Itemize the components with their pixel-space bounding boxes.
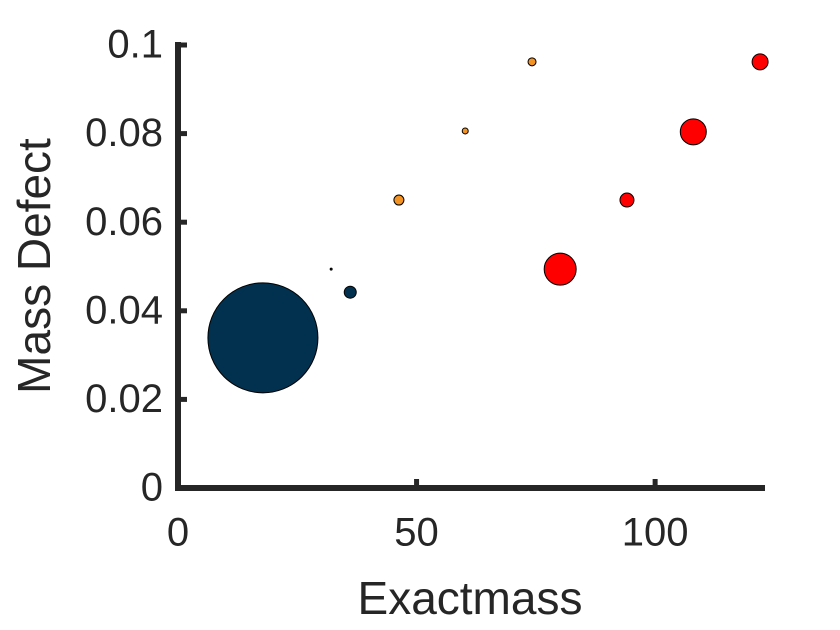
bubble [527, 57, 537, 67]
bubble [207, 282, 319, 394]
y-tick-label: 0.04 [85, 288, 163, 332]
bubble [393, 194, 405, 206]
bubble [343, 285, 357, 299]
bubble [329, 267, 333, 271]
bubble [751, 53, 769, 71]
x-tick-label: 100 [622, 511, 689, 555]
x-tick-label: 0 [167, 511, 189, 555]
y-tick-label: 0.1 [107, 23, 163, 67]
bubble [543, 252, 577, 286]
y-tick-label: 0 [141, 466, 163, 510]
bubble [619, 192, 635, 208]
x-axis-label: Exactmass [358, 572, 583, 624]
y-axis-label: Mass Defect [8, 138, 60, 394]
x-tick-label: 50 [394, 511, 439, 555]
bubble [461, 127, 469, 135]
bubble [679, 118, 707, 146]
y-tick-label: 0.02 [85, 377, 163, 421]
y-tick-label: 0.06 [85, 200, 163, 244]
y-tick-label: 0.08 [85, 111, 163, 155]
